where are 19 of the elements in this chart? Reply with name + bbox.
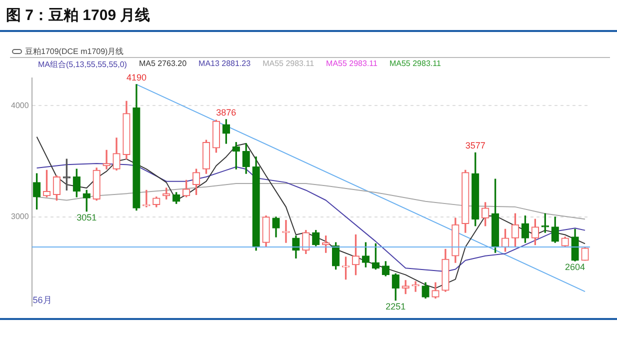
- text: MA5 2763.20: [138, 59, 187, 70]
- text: MA55 2983.11: [389, 59, 441, 70]
- chart-subtitle: 豆粕1709(DCE m1709)月线: [25, 46, 124, 57]
- y-tick-label: 4000: [11, 100, 30, 110]
- annotation: 2604: [565, 262, 586, 272]
- annotation: 3577: [465, 140, 486, 151]
- x-axis-title: 56月: [32, 294, 52, 305]
- chart-title: 图 7：豆粕 1709 月线: [6, 6, 150, 25]
- annotation: 3051: [76, 212, 97, 222]
- text: MA13 2881.23: [198, 59, 251, 70]
- candlestick: [102, 150, 110, 170]
- y-tick-label: 3000: [11, 212, 30, 222]
- candlestick: [282, 220, 290, 243]
- text: MA55 2983.11: [262, 59, 314, 70]
- text: MA55 2983.11: [326, 59, 378, 70]
- annotation: 2251: [386, 301, 406, 312]
- annotation: 3876: [216, 107, 236, 118]
- legend-title: MA组合(5,13,55,55,55,0): [38, 59, 127, 70]
- annotation: 4190: [126, 72, 146, 82]
